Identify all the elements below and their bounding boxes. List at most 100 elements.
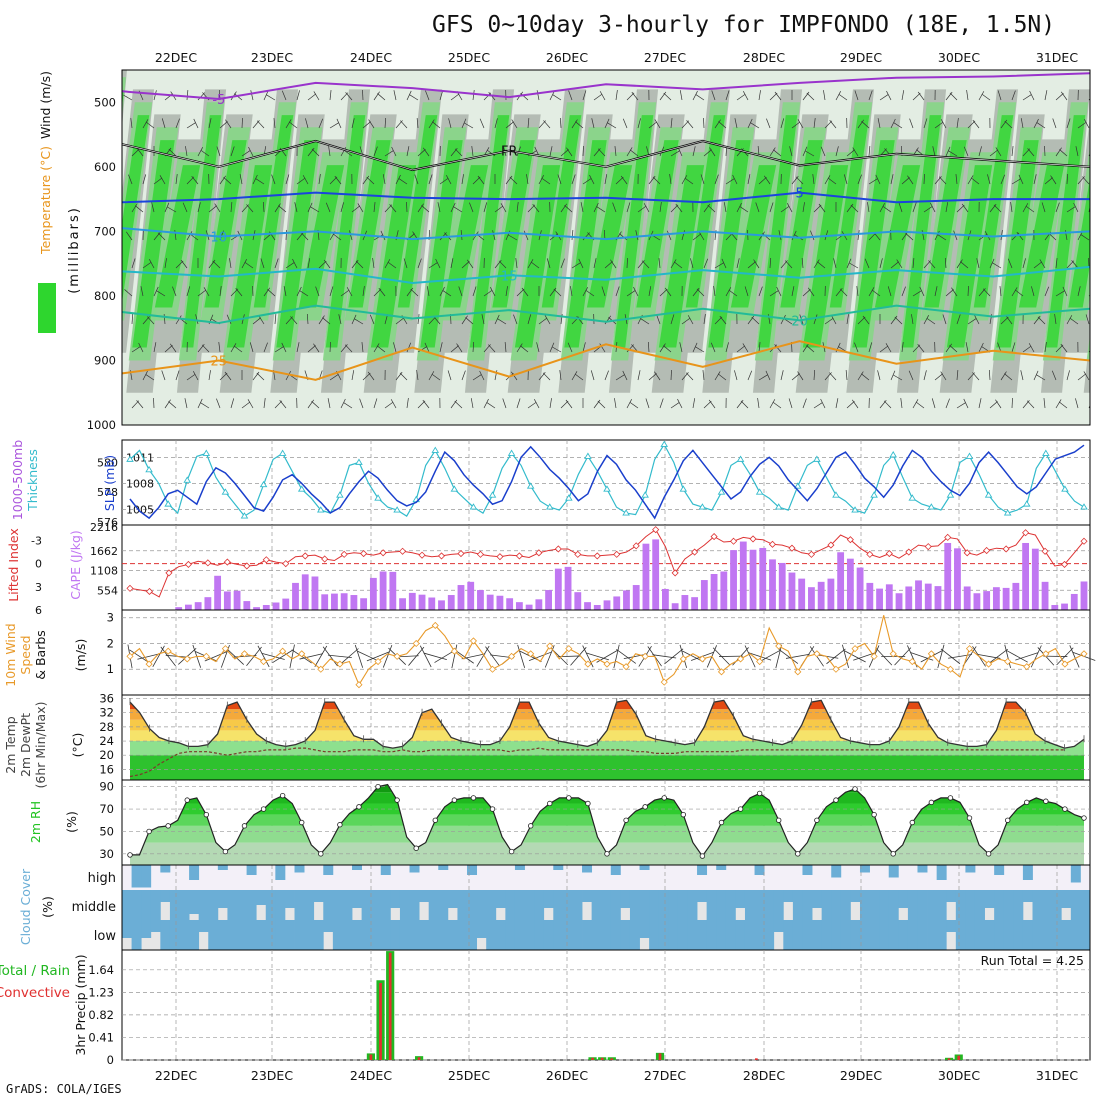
li-point <box>944 533 952 541</box>
isotherm-label: FR <box>501 145 518 160</box>
wind-barb <box>839 288 848 297</box>
wind-barb <box>664 648 684 665</box>
wind-barb <box>393 90 397 101</box>
cape-bar <box>535 599 543 610</box>
cloud-bar <box>591 920 602 950</box>
cape-bar <box>545 590 552 610</box>
cloud-bar <box>687 890 698 920</box>
wind-barb <box>1031 286 1035 297</box>
wind-barb <box>549 233 558 241</box>
wind-barb <box>307 147 315 157</box>
wind-barb <box>161 118 166 129</box>
cloud-bar <box>332 920 343 950</box>
wind-barb <box>861 373 870 381</box>
cape-bar <box>827 578 835 610</box>
temp-tick-label: 24 <box>99 734 114 748</box>
wind-barb <box>734 118 738 129</box>
wind-barb <box>910 652 934 661</box>
wind-barb <box>1082 176 1090 185</box>
cape-bar <box>954 548 961 610</box>
rh-point <box>394 797 400 803</box>
wind-barb <box>879 258 883 269</box>
wind-barb <box>1066 118 1071 129</box>
precip-convective-bar <box>610 1058 614 1060</box>
wind-barb <box>549 398 552 409</box>
cloud-bar <box>859 865 870 873</box>
wind-barb <box>367 371 375 381</box>
wind-barb <box>322 646 338 667</box>
wind-barb <box>369 314 375 325</box>
wind-barb <box>867 202 870 213</box>
wind-barb <box>299 290 309 297</box>
wind-barb <box>807 287 815 297</box>
wind-speed-point <box>565 645 573 653</box>
top-day-label: 22DEC <box>155 50 197 65</box>
cape-bar <box>934 586 942 610</box>
cape-bar <box>837 552 845 610</box>
bottom-day-label: 23DEC <box>251 1068 293 1083</box>
wind-barb <box>769 92 778 101</box>
wind-barb <box>648 373 657 381</box>
rh-point <box>776 817 782 823</box>
wind-barb <box>972 372 980 381</box>
thickness-point <box>164 500 172 507</box>
cloud-bar <box>217 890 228 908</box>
wind-barb <box>988 369 991 381</box>
wind-barb <box>258 315 265 325</box>
wind-barb <box>292 258 298 269</box>
cape-bar <box>652 539 660 610</box>
rh-band-dark <box>613 115 654 348</box>
cloud-bar <box>380 890 391 920</box>
wind-barb <box>123 94 133 101</box>
li-point <box>749 535 757 543</box>
wind-barb <box>431 373 441 381</box>
top-day-label: 31DEC <box>1036 50 1078 65</box>
thickness-point <box>584 452 592 459</box>
wind-barb <box>153 90 157 101</box>
cloud-bar <box>802 920 813 950</box>
li-point <box>807 550 815 558</box>
wind-barb <box>428 262 438 269</box>
wind-barb <box>343 402 353 409</box>
wind-barb <box>932 146 936 157</box>
wind-barb <box>517 644 526 668</box>
wind-speed-point <box>469 637 478 645</box>
wind-barb <box>1077 373 1087 381</box>
wind-barb <box>890 174 894 185</box>
rh-point <box>375 784 381 790</box>
wind-barb <box>679 342 683 353</box>
wind-barb <box>937 644 945 669</box>
wind-barb <box>274 203 281 213</box>
thickness-point <box>603 485 611 492</box>
wind-speed-point <box>908 657 916 666</box>
thickness-point <box>374 494 382 501</box>
wind-barb <box>1085 314 1090 325</box>
wind-barb <box>454 148 463 157</box>
bottom-day-label: 24DEC <box>350 1068 392 1083</box>
cape-bar <box>204 597 212 610</box>
wind-barb <box>492 230 496 241</box>
wind-barb <box>806 345 815 353</box>
wind-barb <box>912 202 917 213</box>
li-point <box>671 569 679 577</box>
wind-barb <box>823 90 826 101</box>
cape-bar <box>632 585 640 610</box>
wind-barb <box>435 258 441 269</box>
li-point <box>418 551 426 559</box>
wind-barb <box>311 148 320 157</box>
wind-barb <box>912 290 922 297</box>
wind-barb <box>967 120 976 129</box>
wind-barb <box>960 261 969 269</box>
wind-barb <box>604 118 610 129</box>
wind-barb <box>167 206 177 213</box>
cloud-bar <box>744 920 755 950</box>
li-point <box>846 536 854 544</box>
thickness-point <box>679 485 688 492</box>
wind-barb <box>945 146 951 157</box>
wind-speed-point <box>183 655 191 663</box>
wind-barb <box>533 399 540 409</box>
wind-barb <box>344 344 353 353</box>
wind-barb <box>186 286 191 297</box>
wind-barb <box>428 371 435 381</box>
wind-barb <box>246 204 254 213</box>
